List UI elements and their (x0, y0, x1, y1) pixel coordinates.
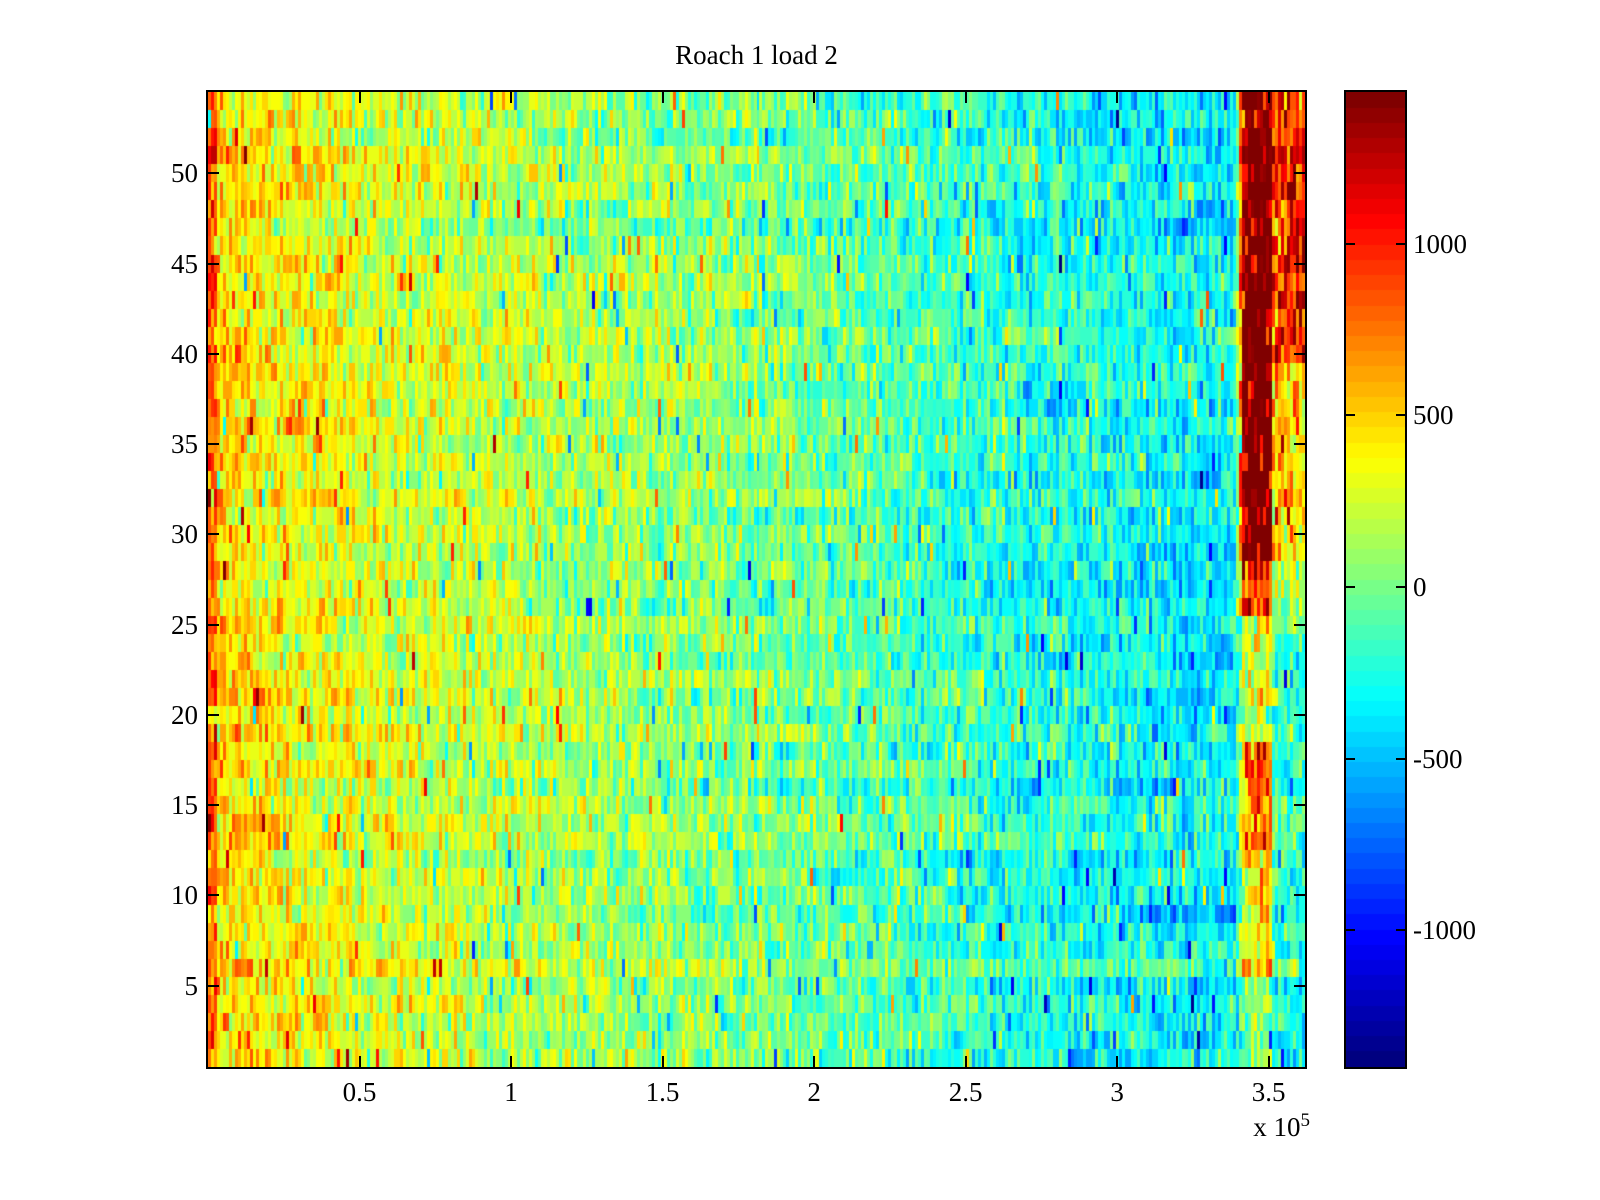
y-axis-tick-label: 10 (171, 880, 198, 911)
colorbar-tick-label: 500 (1413, 400, 1454, 431)
y-tick-right (1294, 804, 1305, 807)
x-axis-tick-label: 1 (504, 1077, 518, 1107)
colorbar-tick-label: -1000 (1413, 915, 1476, 946)
y-tick-left (208, 623, 219, 626)
y-tick-left (208, 443, 219, 446)
y-axis-tick-label: 5 (184, 970, 199, 1001)
x-tick-top (1116, 92, 1119, 103)
x-tick-top (1267, 92, 1270, 103)
x-axis-tick-label: 0.5 (342, 1077, 377, 1107)
heatmap-plot-area (206, 90, 1307, 1069)
x-tick-top (813, 92, 816, 103)
y-tick-right (1294, 533, 1305, 536)
y-tick-left (208, 172, 219, 175)
colorbar-tick-left (1346, 757, 1355, 760)
y-tick-left (208, 804, 219, 807)
colorbar-tick-label: 0 (1413, 572, 1427, 603)
colorbar-tick-left (1346, 414, 1355, 417)
colorbar-tick-right (1396, 586, 1405, 589)
colorbar-tick-label: 1000 (1413, 228, 1467, 259)
x-axis-tick-label: 3 (1110, 1077, 1124, 1107)
x-axis-tick-label: 2 (807, 1077, 821, 1107)
y-tick-left (208, 984, 219, 987)
colorbar-tick-left (1346, 586, 1355, 589)
y-axis-tick-label: 45 (171, 248, 198, 279)
x-tick-bottom (813, 1056, 816, 1067)
y-tick-left (208, 352, 219, 355)
y-axis-tick-label: 35 (171, 429, 198, 460)
colorbar (1344, 90, 1407, 1069)
x-tick-bottom (964, 1056, 967, 1067)
y-tick-left (208, 713, 219, 716)
y-tick-left (208, 262, 219, 265)
colorbar-tick-left (1346, 242, 1355, 245)
x-tick-top (661, 92, 664, 103)
y-axis-tick-label: 20 (171, 699, 198, 730)
y-tick-left (208, 894, 219, 897)
colorbar-tick-left (1346, 929, 1355, 932)
colorbar-canvas (1346, 92, 1405, 1067)
colorbar-tick-right (1396, 757, 1405, 760)
y-axis-tick-label: 15 (171, 790, 198, 821)
x-tick-top (358, 92, 361, 103)
colorbar-tick-right (1396, 929, 1405, 932)
exponent-base-text: x 10 (1253, 1112, 1301, 1142)
y-tick-right (1294, 262, 1305, 265)
y-tick-right (1294, 443, 1305, 446)
x-tick-bottom (358, 1056, 361, 1067)
y-axis-tick-label: 25 (171, 609, 198, 640)
chart-title: Roach 1 load 2 (675, 40, 838, 70)
colorbar-tick-label: -500 (1413, 743, 1463, 774)
heatmap-canvas (208, 92, 1305, 1067)
x-axis-tick-label: 1.5 (645, 1077, 680, 1107)
y-tick-right (1294, 894, 1305, 897)
x-tick-bottom (661, 1056, 664, 1067)
colorbar-tick-right (1396, 414, 1405, 417)
exponent-power-text: 5 (1300, 1110, 1311, 1131)
x-axis-exponent-label: x 105 (1210, 1110, 1310, 1143)
y-tick-left (208, 533, 219, 536)
x-axis-tick-label: 2.5 (948, 1077, 983, 1107)
x-tick-top (964, 92, 967, 103)
colorbar-tick-right (1396, 242, 1405, 245)
y-axis-tick-label: 30 (171, 519, 198, 550)
y-tick-right (1294, 172, 1305, 175)
y-tick-right (1294, 352, 1305, 355)
x-tick-bottom (510, 1056, 513, 1067)
y-axis-tick-label: 40 (171, 338, 198, 369)
x-axis-tick-label: 3.5 (1251, 1077, 1286, 1107)
y-tick-right (1294, 713, 1305, 716)
x-tick-bottom (1267, 1056, 1270, 1067)
x-tick-bottom (1116, 1056, 1119, 1067)
y-tick-right (1294, 623, 1305, 626)
x-tick-top (510, 92, 513, 103)
y-tick-right (1294, 984, 1305, 987)
y-axis-tick-label: 50 (171, 158, 198, 189)
